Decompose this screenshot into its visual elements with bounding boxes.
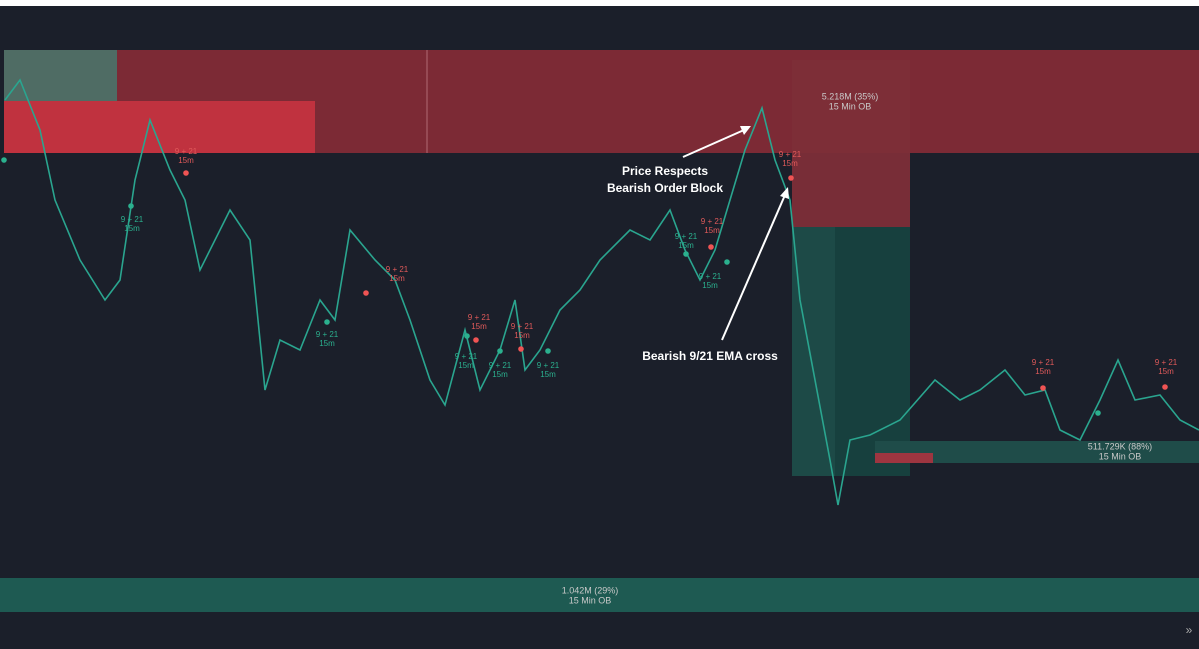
profit-zone — [835, 227, 910, 476]
ob-size: 5.218M (35%) — [822, 91, 879, 101]
ob-timeframe: 15 Min OB — [829, 101, 872, 111]
signal-label: 15m — [1158, 367, 1174, 376]
signal-label: 15m — [782, 159, 798, 168]
annotation: Price Respects — [622, 164, 708, 178]
price-line — [4, 78, 1199, 506]
ob-size: 511.729K (88%) — [1088, 441, 1152, 451]
ob-timeframe: 15 Min OB — [569, 595, 612, 605]
signal-label: 9 + 21 — [511, 322, 534, 331]
ob-timeframe: 15 Min OB — [1099, 451, 1142, 461]
signal-label: 15m — [704, 226, 720, 235]
signal-label: 15m — [389, 274, 405, 283]
signal-label: 15m — [492, 370, 508, 379]
signal-label: 9 + 21 — [121, 215, 144, 224]
annotation: Bearish 9/21 EMA cross — [642, 349, 778, 363]
signal-label: 9 + 21 — [316, 330, 339, 339]
ob-size: 1.042M (29%) — [562, 585, 619, 595]
signal-label: 15m — [319, 339, 335, 348]
signal-label: 15m — [458, 361, 474, 370]
zone-box — [875, 453, 933, 463]
nav-button[interactable]: » — [1186, 623, 1193, 637]
signal-label: 9 + 21 — [1032, 358, 1055, 367]
signal-label: 9 + 21 — [468, 313, 491, 322]
signal-label: 9 + 21 — [1155, 358, 1178, 367]
signal-label: 15m — [540, 370, 556, 379]
signal-label: 9 + 21 — [455, 352, 478, 361]
signal-dots — [1, 157, 1168, 416]
signal-label: 15m — [124, 224, 140, 233]
signal-label: 9 + 21 — [537, 361, 560, 370]
signal-label: 9 + 21 — [701, 217, 724, 226]
order-block — [875, 441, 1199, 463]
order-block — [792, 60, 910, 227]
signal-label: 9 + 21 — [489, 361, 512, 370]
signal-label: 15m — [471, 322, 487, 331]
signal-label: 15m — [514, 331, 530, 340]
signal-label: 15m — [678, 241, 694, 250]
arrows — [682, 126, 789, 341]
order-block — [0, 578, 1199, 612]
signal-label: 15m — [1035, 367, 1051, 376]
signal-label: 9 + 21 — [386, 265, 409, 274]
signal-label: 9 + 21 — [175, 147, 198, 156]
zone-box — [4, 50, 117, 101]
signal-label: 9 + 21 — [779, 150, 802, 159]
signal-label: 9 + 21 — [675, 232, 698, 241]
signal-label: 9 + 21 — [699, 272, 722, 281]
signal-label: 15m — [178, 156, 194, 165]
signal-label: 15m — [702, 281, 718, 290]
annotation: Bearish Order Block — [607, 181, 723, 195]
